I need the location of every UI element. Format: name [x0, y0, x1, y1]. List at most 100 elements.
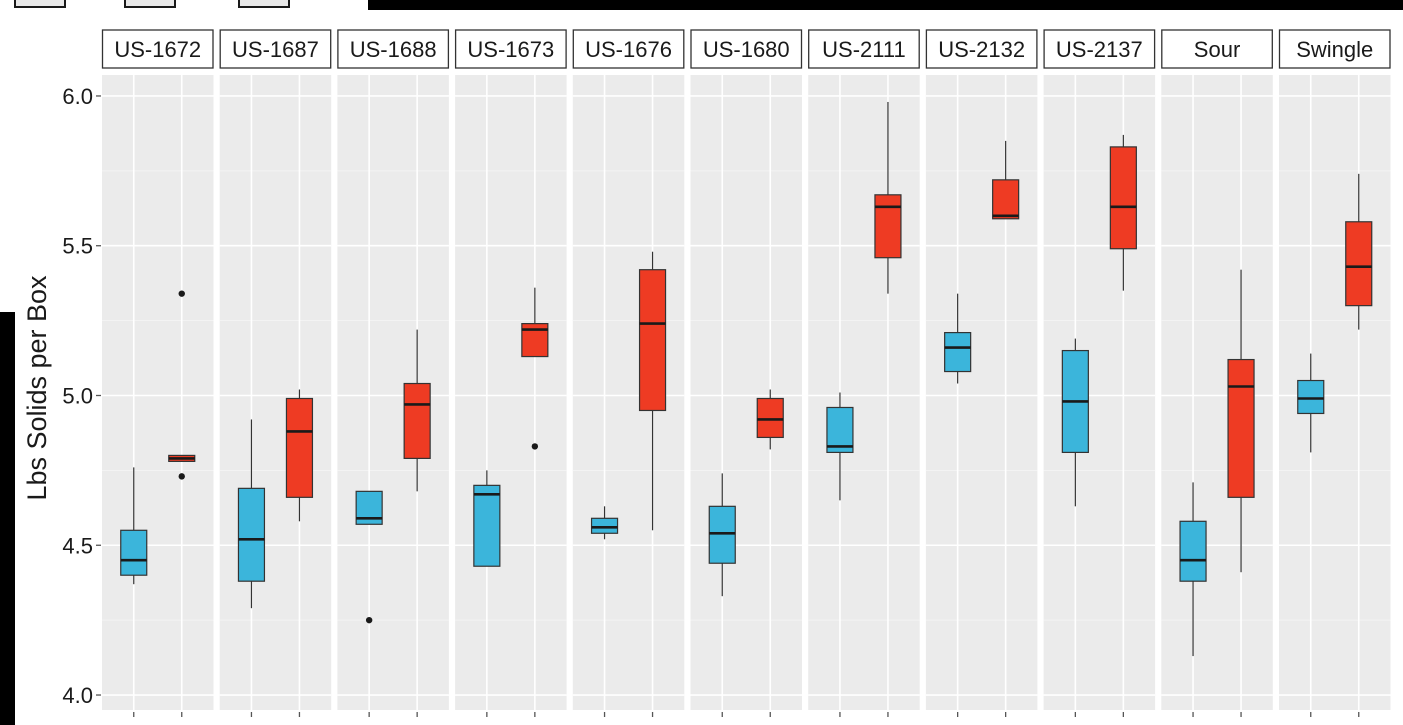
facet-panel-US-1673: US-1673 [454, 29, 567, 717]
outlier-point [365, 616, 373, 624]
box-blue [708, 473, 736, 717]
box-red [874, 101, 902, 717]
box-blue [1061, 338, 1089, 717]
box-red [285, 389, 314, 717]
facet-panels: US-1672 US-1687 US-1688 US-1673 US-1676 US-16… [101, 29, 1391, 717]
facet-panel-Sour: Sour [1161, 29, 1273, 717]
y-tick-label: 5.5 [62, 234, 93, 259]
box-iqr [826, 406, 854, 454]
strip-box [925, 29, 1038, 69]
top-border-bar [368, 0, 1403, 10]
facet-panel-US-1680: US-1680 [690, 29, 803, 717]
box-iqr [285, 397, 314, 498]
box-iqr [944, 331, 972, 373]
box-iqr [1297, 379, 1325, 415]
box-iqr [874, 194, 902, 259]
box-red [403, 329, 431, 717]
facet-panel-US-1688: US-1688 [337, 29, 450, 717]
strip-box [101, 29, 214, 69]
fragment-box-2 [124, 0, 176, 8]
box-iqr [1109, 146, 1137, 250]
facet-panel-US-2137: US-2137 [1043, 29, 1156, 717]
box-blue [1297, 353, 1325, 717]
fragment-box-3 [238, 0, 290, 8]
y-tick-label: 6.0 [62, 84, 93, 109]
box-iqr [708, 505, 736, 564]
strip-label: Swingle [1296, 37, 1373, 62]
strip-label: US-2137 [1056, 37, 1143, 62]
y-axis-title: Lbs Solids per Box [22, 275, 52, 501]
box-red [638, 251, 667, 717]
box-blue [1179, 482, 1207, 717]
strip-box [1043, 29, 1156, 69]
strip-box [219, 29, 332, 69]
panel-background [925, 75, 1038, 710]
strip-box [808, 29, 920, 69]
box-iqr [473, 484, 501, 567]
y-axis: 4.0 4.5 5.0 5.5 6.0 [62, 84, 101, 708]
y-tick-label: 4.5 [62, 533, 93, 558]
strip-label: US-1687 [232, 37, 319, 62]
strip-label: Sour [1194, 37, 1240, 62]
panel-background [690, 75, 802, 710]
facet-panel-Swingle: Swingle [1278, 29, 1391, 717]
strip-label: US-1680 [703, 37, 790, 62]
box-blue [590, 506, 619, 717]
strip-box [572, 29, 685, 69]
strip-label: US-1673 [467, 37, 554, 62]
strip-box [1161, 29, 1273, 69]
box-red [521, 287, 549, 717]
fragment-box-1 [14, 0, 66, 8]
box-blue [120, 467, 148, 717]
panel-background [455, 75, 567, 710]
box-blue [944, 293, 972, 717]
panel-background [1279, 75, 1391, 710]
panel-background [572, 75, 685, 710]
y-tick-label: 4.0 [62, 683, 93, 708]
box-red [756, 389, 784, 717]
box-red [1109, 134, 1137, 717]
strip-label: US-1672 [114, 37, 201, 62]
panel-background [337, 75, 449, 710]
box-iqr [992, 179, 1020, 220]
box-iqr [756, 397, 784, 439]
facet-panel-US-1672: US-1672 [101, 29, 214, 717]
box-iqr [237, 487, 266, 582]
outlier-point [178, 473, 185, 480]
box-iqr [1227, 358, 1255, 498]
box-iqr [1179, 520, 1207, 582]
box-iqr [590, 517, 619, 534]
box-blue [237, 419, 266, 717]
y-tick-label: 5.0 [62, 383, 93, 408]
panel-background [102, 75, 214, 710]
box-blue [826, 392, 854, 717]
strip-box [337, 29, 450, 69]
outlier-point [178, 290, 185, 297]
strip-label: US-1676 [585, 37, 672, 62]
box-iqr [120, 529, 148, 576]
panel-background [219, 75, 332, 710]
strip-box [690, 29, 803, 69]
box-iqr [403, 382, 431, 459]
strip-label: US-1688 [350, 37, 437, 62]
box-red [168, 290, 196, 717]
panel-background [1043, 75, 1156, 710]
box-red [992, 140, 1020, 717]
panel-background [808, 75, 920, 710]
facet-panel-US-2111: US-2111 [808, 29, 920, 717]
outlier-point [531, 443, 539, 450]
box-blue [473, 470, 501, 717]
strip-label: US-2132 [938, 37, 1025, 62]
strip-box [1278, 29, 1391, 69]
box-red [1227, 269, 1255, 717]
panel-background [1161, 75, 1273, 710]
facet-panel-US-1676: US-1676 [572, 29, 685, 717]
box-red [1345, 173, 1373, 717]
facet-panel-US-1687: US-1687 [219, 29, 332, 717]
box-iqr [1345, 221, 1373, 307]
box-blue [355, 490, 383, 717]
left-border-bar [0, 312, 15, 725]
cropped-legend-fragment [0, 0, 368, 30]
strip-label: US-2111 [822, 37, 906, 62]
